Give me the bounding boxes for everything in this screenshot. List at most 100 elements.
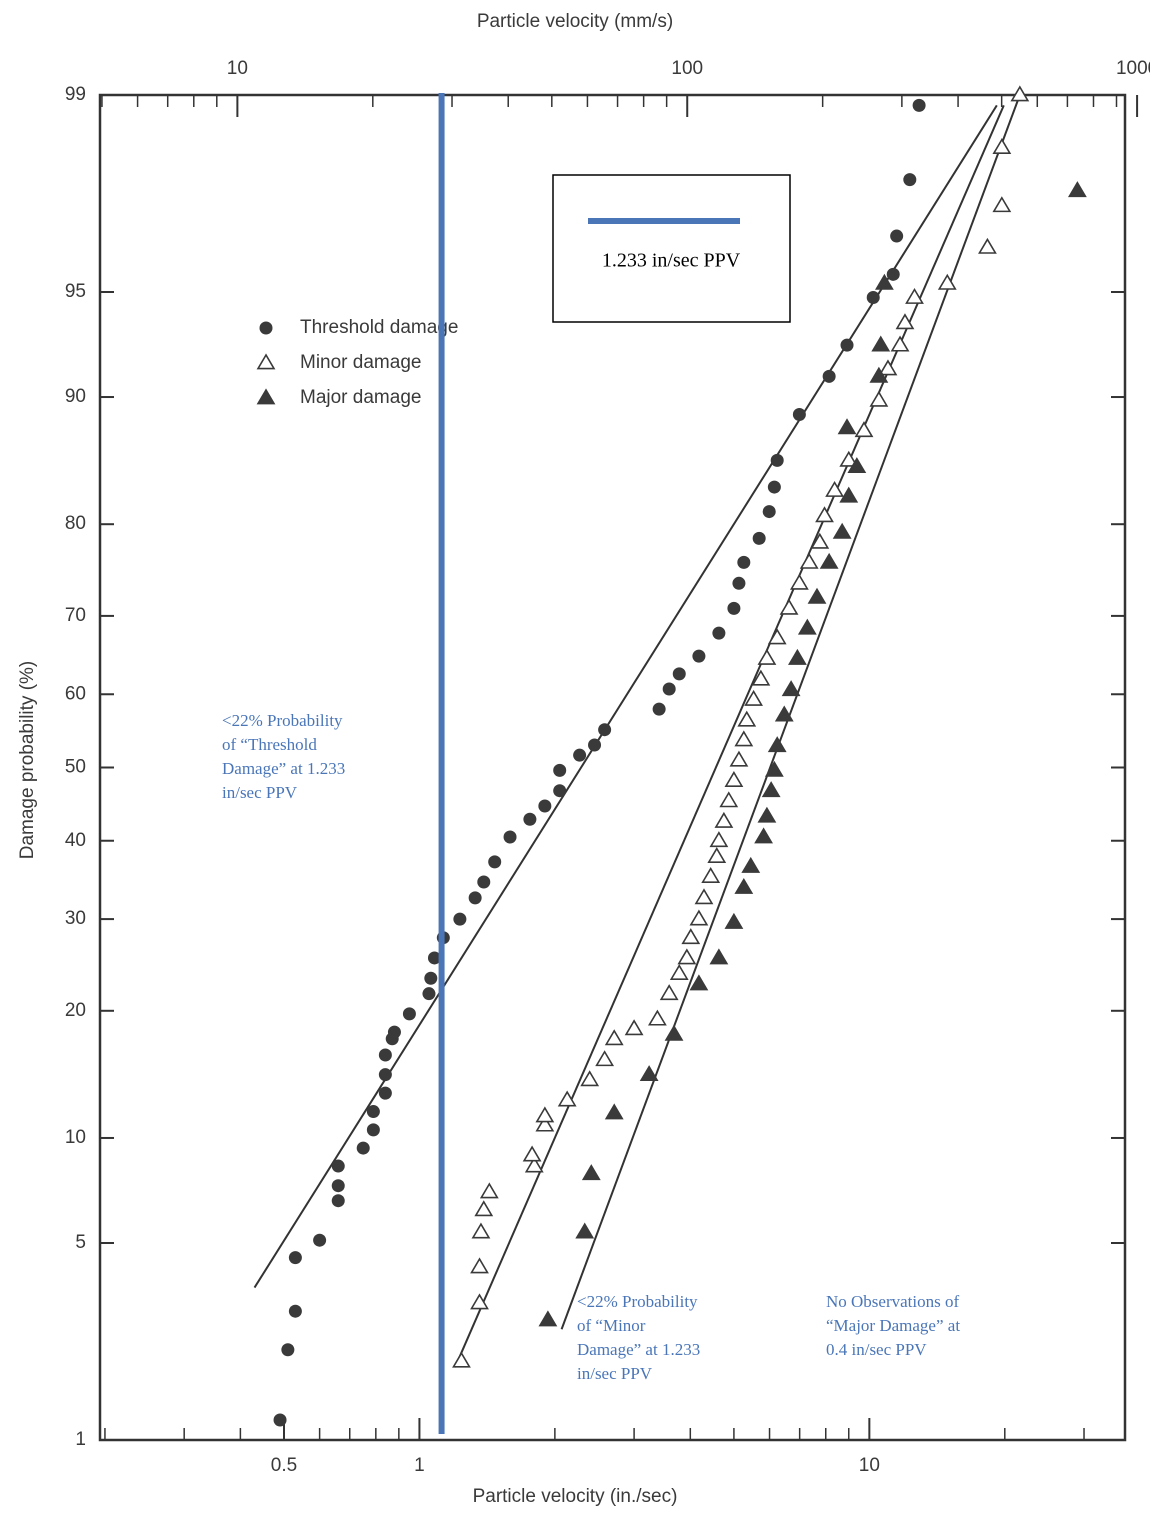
data-point [453,912,467,926]
data-point [840,338,854,352]
data-point [288,1251,302,1265]
data-point [729,750,749,767]
data-point [757,648,777,665]
data-point [639,1065,659,1082]
data-point [595,1050,615,1067]
data-point [754,827,773,844]
data-point [538,799,552,813]
data-point [598,723,612,737]
x2-tick-label: 1000 [1116,58,1150,79]
x2-tick-label: 100 [671,58,703,79]
x-tick-label: 0.5 [271,1455,297,1476]
data-point [770,453,784,467]
data-point [522,1145,542,1162]
data-point [427,951,441,965]
annotation-line: in/sec PPV [577,1364,653,1383]
data-point [470,1257,489,1274]
data-point [767,736,787,753]
data-point [624,1019,644,1036]
data-point [807,587,827,604]
y-tick-label: 20 [65,1000,86,1021]
data-point [822,369,836,383]
x-tick-label: 10 [859,1455,880,1476]
data-point [854,421,874,438]
y-tick-label: 90 [65,386,86,407]
y-tick-label: 1 [75,1429,86,1450]
data-point [727,601,741,615]
data-point [452,1351,471,1368]
data-point [799,552,819,569]
data-point [903,173,917,187]
data-point [470,1293,489,1310]
data-point [734,877,754,894]
data-point [709,948,729,965]
data-point [477,875,491,889]
annotation-line: No Observations of [826,1292,959,1311]
data-point [604,1029,624,1046]
data-point [792,407,806,421]
data-point [356,1141,370,1155]
data-point [604,1103,624,1120]
data-point [331,1159,345,1173]
data-point [781,680,801,697]
data-point [488,855,502,869]
annotation-line: of “Threshold [222,735,317,754]
x2-tick-label: 10 [227,58,248,79]
data-point [378,1086,392,1100]
reference-legend-box [552,174,791,323]
y-tick-label: 99 [65,84,86,105]
data-point [573,748,587,762]
data-point [366,1123,380,1137]
annotation-line: Damage” at 1.233 [222,759,345,778]
data-point [681,928,701,945]
data-point [839,486,859,503]
data-point [869,366,889,383]
legend-marker [256,388,276,405]
y-tick-label: 95 [65,281,86,302]
x-tick-label: 1 [414,1455,425,1476]
data-point [535,1115,555,1132]
data-point [701,866,721,883]
data-point [878,359,898,376]
y-tick-label: 30 [65,908,86,929]
legend-marker [256,353,276,370]
data-point [724,912,744,929]
data-point [837,418,857,435]
data-point [890,229,904,243]
data-point [992,138,1012,154]
data-point [797,618,817,635]
data-point [557,1090,577,1107]
data-point [839,450,859,467]
data-point [524,1156,544,1173]
data-point [669,963,689,980]
data-point [810,532,830,549]
fit-line [454,105,1005,1368]
data-point [732,576,746,590]
data-point [402,1007,416,1021]
data-point [779,598,799,615]
data-point [978,237,997,254]
data-point [468,891,482,905]
data-point [752,531,766,545]
data-point [378,1068,392,1082]
data-point [662,682,676,696]
data-point [387,1025,401,1039]
annotation-line: <22% Probability [577,1292,698,1311]
y-tick-label: 40 [65,830,86,851]
data-point [535,1106,555,1123]
data-point [694,888,714,905]
data-point [825,480,844,497]
data-point [744,689,763,706]
data-point [378,1048,392,1062]
data-point [767,628,787,645]
data-point [424,971,438,985]
data-point [757,806,777,823]
data-point [474,1200,494,1217]
y-tick-label: 10 [65,1127,86,1148]
data-point [538,1310,558,1327]
data-point [313,1233,327,1247]
data-point [734,730,754,747]
fit-line [560,94,1021,1330]
y-tick-label: 70 [65,605,86,626]
data-point [707,846,727,863]
